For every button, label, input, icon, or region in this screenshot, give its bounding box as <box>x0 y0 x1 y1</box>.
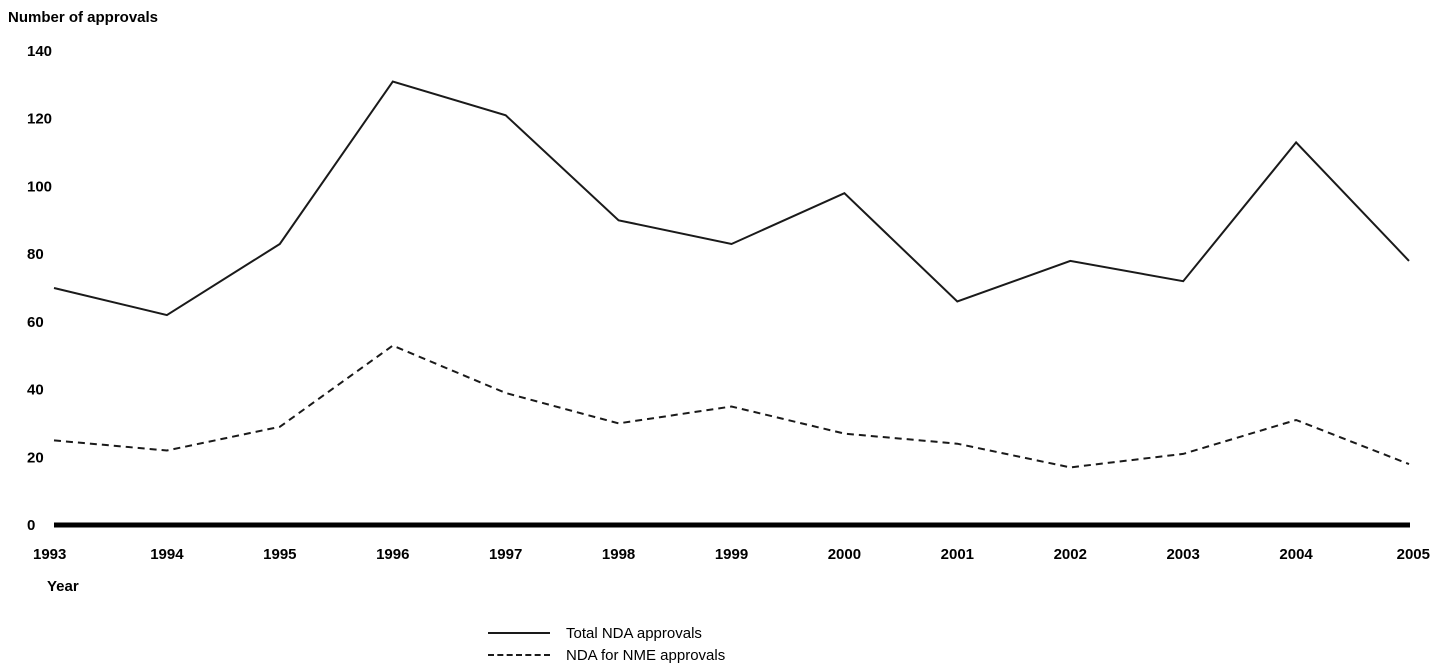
x-tick-label: 2004 <box>1279 546 1313 563</box>
x-tick-label: 2003 <box>1166 546 1199 563</box>
x-tick-label: 1997 <box>489 546 522 563</box>
x-tick-label: 2002 <box>1054 546 1087 563</box>
y-tick-label: 140 <box>27 43 52 60</box>
y-tick-label: 0 <box>27 517 35 534</box>
y-axis-title: Number of approvals <box>8 9 159 26</box>
legend-label-nme: NDA for NME approvals <box>566 646 726 664</box>
x-tick-label: 1998 <box>602 546 635 563</box>
y-tick-label: 100 <box>27 178 52 195</box>
y-tick-label: 40 <box>27 382 44 399</box>
legend-item-total: Total NDA approvals <box>488 622 725 644</box>
x-axis-title: Year <box>47 578 79 595</box>
legend: Total NDA approvals NDA for NME approval… <box>488 622 725 666</box>
x-tick-label: 1999 <box>715 546 748 563</box>
x-tick-label: 1994 <box>150 546 184 563</box>
x-tick-label: 2005 <box>1397 546 1430 563</box>
x-tick-label: 1995 <box>263 546 296 563</box>
series-line-nme <box>53 344 1410 469</box>
y-tick-label: 20 <box>27 449 44 466</box>
legend-item-nme: NDA for NME approvals <box>488 644 725 666</box>
x-tick-label: 1996 <box>376 546 409 563</box>
y-tick-label: 60 <box>27 314 44 331</box>
x-tick-label: 2000 <box>828 546 861 563</box>
legend-label-total: Total NDA approvals <box>566 624 702 642</box>
x-tick-label: 2001 <box>941 546 974 563</box>
y-tick-label: 120 <box>27 111 52 128</box>
series-line-total <box>53 80 1410 317</box>
x-tick-label: 1993 <box>33 546 66 563</box>
legend-swatch-solid <box>488 632 550 634</box>
y-tick-label: 80 <box>27 246 44 263</box>
legend-swatch-dashed <box>488 654 550 656</box>
